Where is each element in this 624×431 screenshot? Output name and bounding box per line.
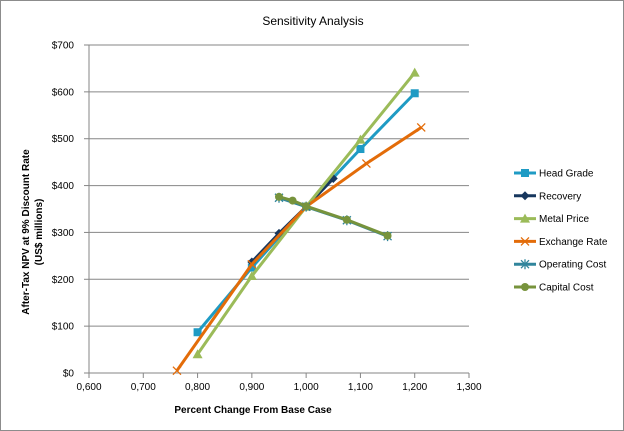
data-point (355, 134, 366, 144)
data-point (521, 169, 529, 177)
axes (84, 44, 470, 378)
gridlines (89, 44, 469, 327)
legend-label: Metal Price (539, 214, 589, 225)
data-point (520, 259, 530, 270)
legend-label: Head Grade (539, 169, 594, 180)
x-axis-title: Percent Change From Base Case (174, 405, 332, 416)
x-tick-label: 1,200 (402, 382, 427, 393)
data-point (342, 215, 351, 224)
data-point (416, 123, 426, 132)
y-tick-label: $500 (52, 134, 75, 145)
y-tick-label: $700 (52, 41, 75, 52)
y-tick-labels: $0 $100 $200 $300 $400 $500 $600 $700 (52, 41, 75, 380)
x-tick-label: 0,600 (76, 382, 101, 393)
legend-item-capital-cost: Capital Cost (514, 283, 594, 294)
legend-item-exchange-rate: Exchange Rate (514, 237, 608, 248)
data-point (520, 213, 530, 223)
legend-label: Recovery (539, 191, 581, 202)
series-group (172, 67, 426, 376)
legend-label: Operating Cost (539, 260, 606, 271)
x-tick-labels: 0,600 0,700 0,800 0,900 1,000 1,100 1,200 1,300 (76, 382, 481, 393)
data-point (521, 283, 529, 291)
y-tick-label: $400 (52, 181, 75, 192)
data-point (275, 192, 283, 201)
data-point (409, 67, 420, 77)
data-point (410, 89, 419, 98)
legend-item-metal-price: Metal Price (514, 213, 589, 225)
x-tick-label: 0,700 (131, 382, 156, 393)
x-tick-label: 1,300 (456, 382, 481, 393)
data-point (247, 259, 257, 269)
data-point (302, 202, 311, 211)
y-axis-title-line2: (US$ millions) (34, 199, 45, 266)
legend: Head Grade Recovery Metal Price Exchange Ra… (514, 169, 608, 294)
series-metal-price (192, 67, 420, 359)
series-line-metal-price (196, 71, 416, 356)
data-point (192, 349, 203, 359)
legend-label: Capital Cost (539, 283, 594, 294)
legend-item-recovery: Recovery (514, 191, 581, 202)
series-line-exchange-rate (175, 126, 423, 372)
legend-item-head-grade: Head Grade (514, 169, 594, 180)
data-point (520, 236, 530, 246)
y-tick-label: $600 (52, 87, 75, 98)
y-axis-title-line1: After-Tax NPV at 9% Discount Rate (21, 149, 32, 315)
data-point (247, 257, 257, 267)
data-point (383, 231, 392, 240)
data-point (520, 191, 530, 201)
legend-item-operating-cost: Operating Cost (514, 259, 606, 271)
x-tick-label: 0,800 (185, 382, 210, 393)
y-tick-label: $0 (63, 369, 75, 380)
x-tick-label: 1,100 (348, 382, 373, 393)
x-tick-label: 1,000 (294, 382, 319, 393)
y-tick-label: $300 (52, 228, 75, 239)
data-point (247, 263, 256, 272)
data-point (193, 328, 202, 337)
legend-label: Exchange Rate (539, 237, 608, 248)
data-point (356, 145, 365, 154)
chart-title: Sensitivity Analysis (262, 14, 363, 28)
x-tick-label: 0,900 (239, 382, 264, 393)
y-tick-label: $100 (52, 322, 75, 333)
y-tick-label: $200 (52, 275, 75, 286)
data-point (361, 159, 371, 169)
series-capital-cost (275, 192, 392, 240)
data-point (246, 271, 257, 281)
data-point (288, 196, 297, 205)
data-point (172, 366, 182, 376)
